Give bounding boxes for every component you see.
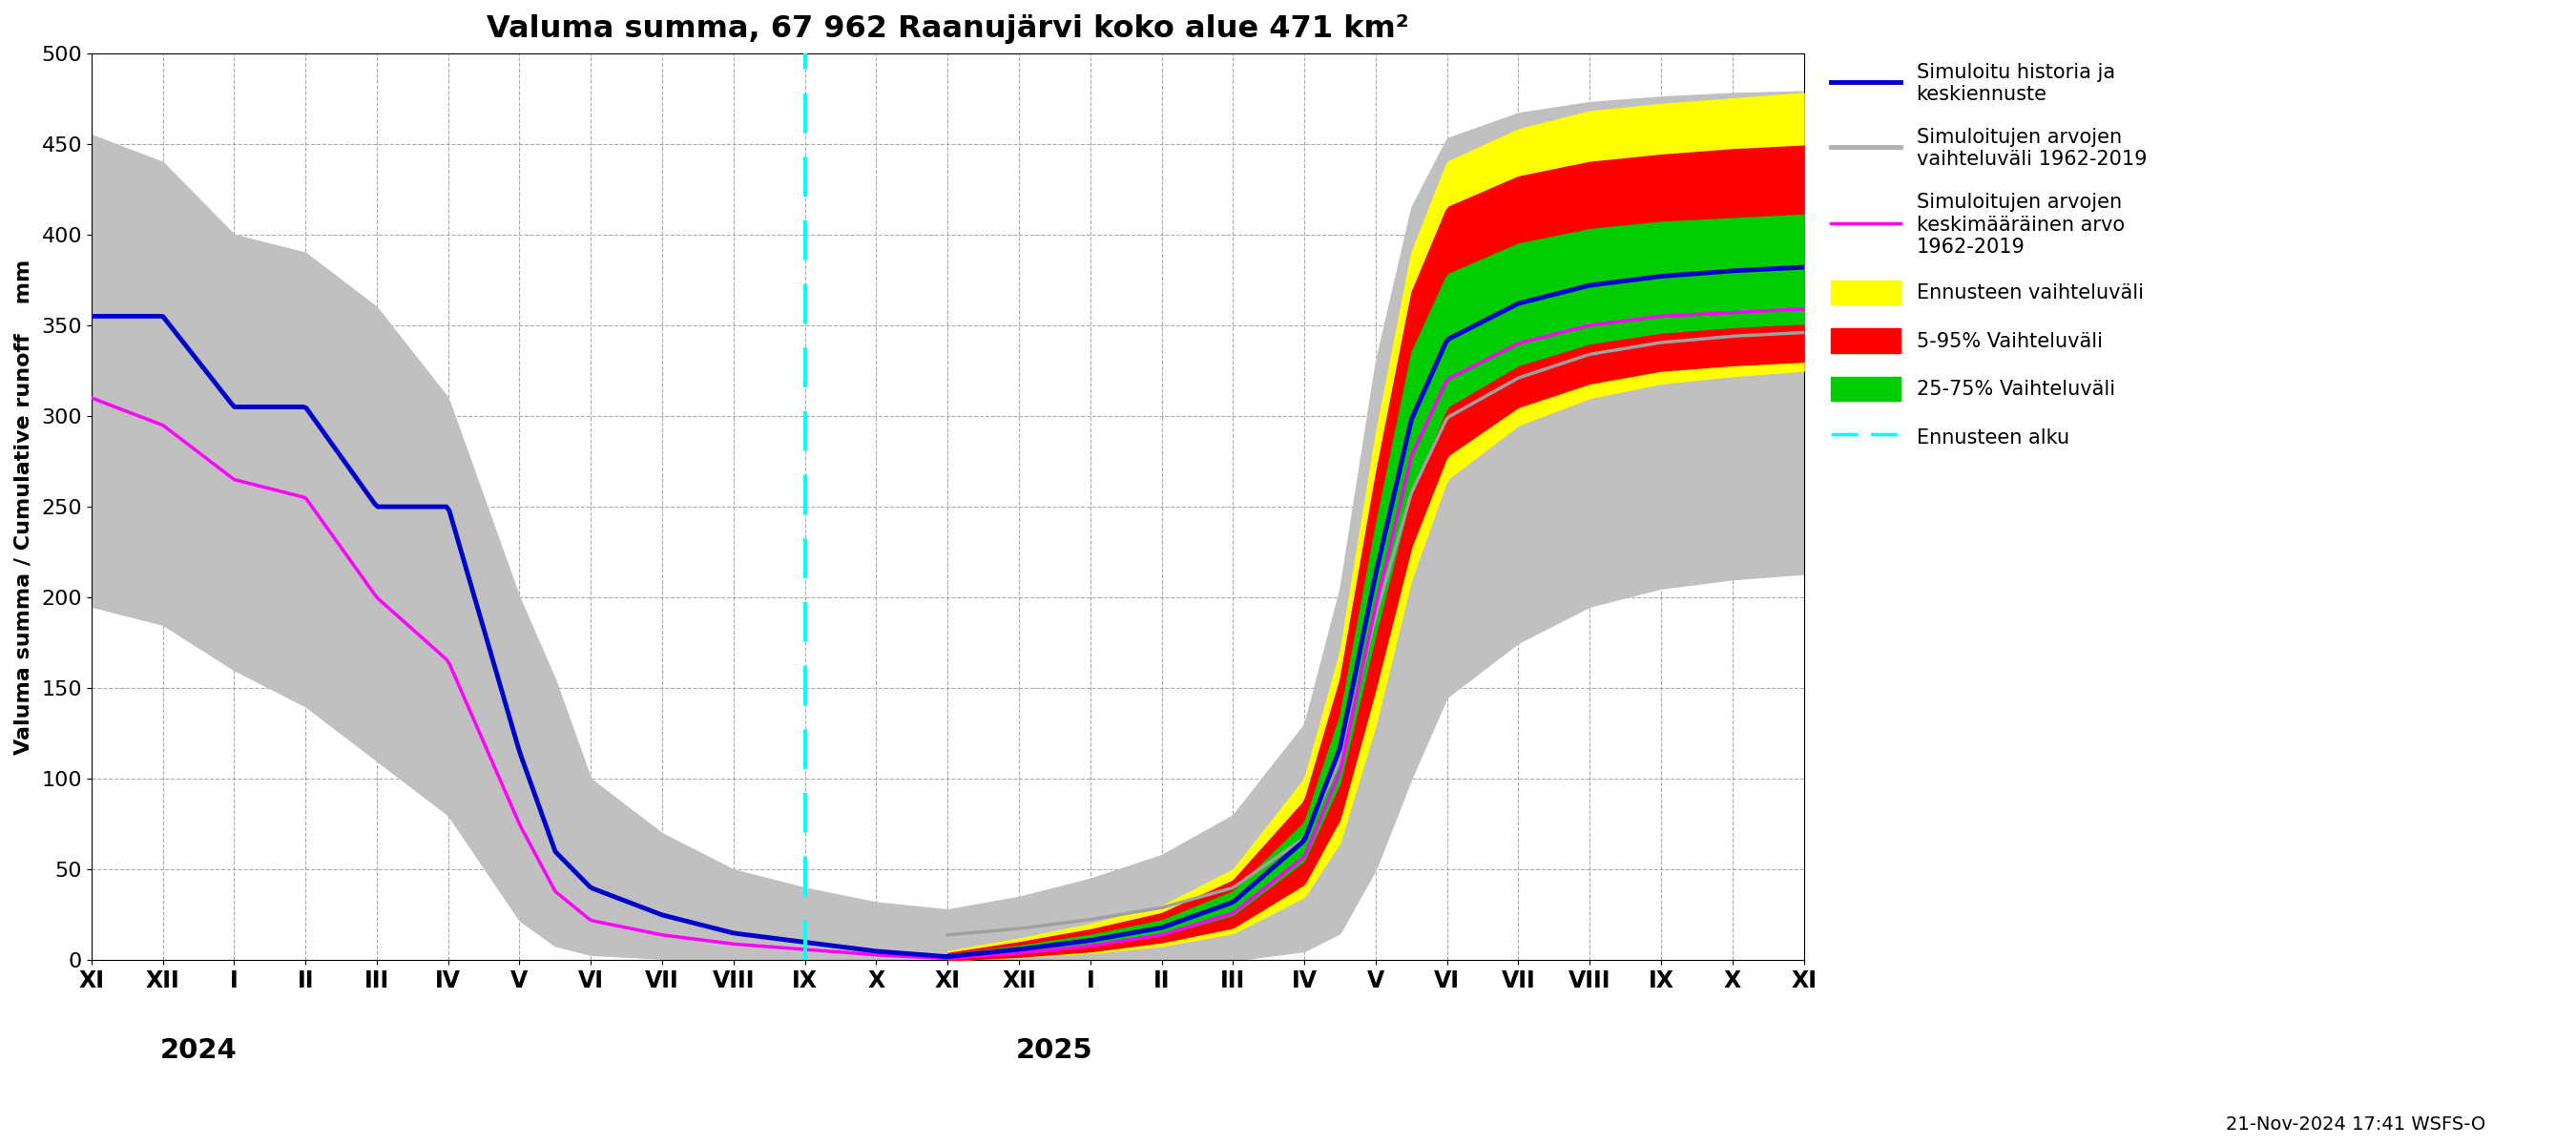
Text: 21-Nov-2024 17:41 WSFS-O: 21-Nov-2024 17:41 WSFS-O [2226,1115,2486,1134]
Title: Valuma summa, 67 962 Raanujärvi koko alue 471 km²: Valuma summa, 67 962 Raanujärvi koko alu… [487,14,1409,44]
Legend: Simuloitu historia ja
keskiennuste, Simuloitujen arvojen
vaihteluväli 1962-2019,: Simuloitu historia ja keskiennuste, Simu… [1832,63,2146,449]
Y-axis label: Valuma summa / Cumulative runoff    mm: Valuma summa / Cumulative runoff mm [15,259,33,755]
Text: 2025: 2025 [1015,1037,1092,1064]
Text: 2024: 2024 [160,1037,237,1064]
